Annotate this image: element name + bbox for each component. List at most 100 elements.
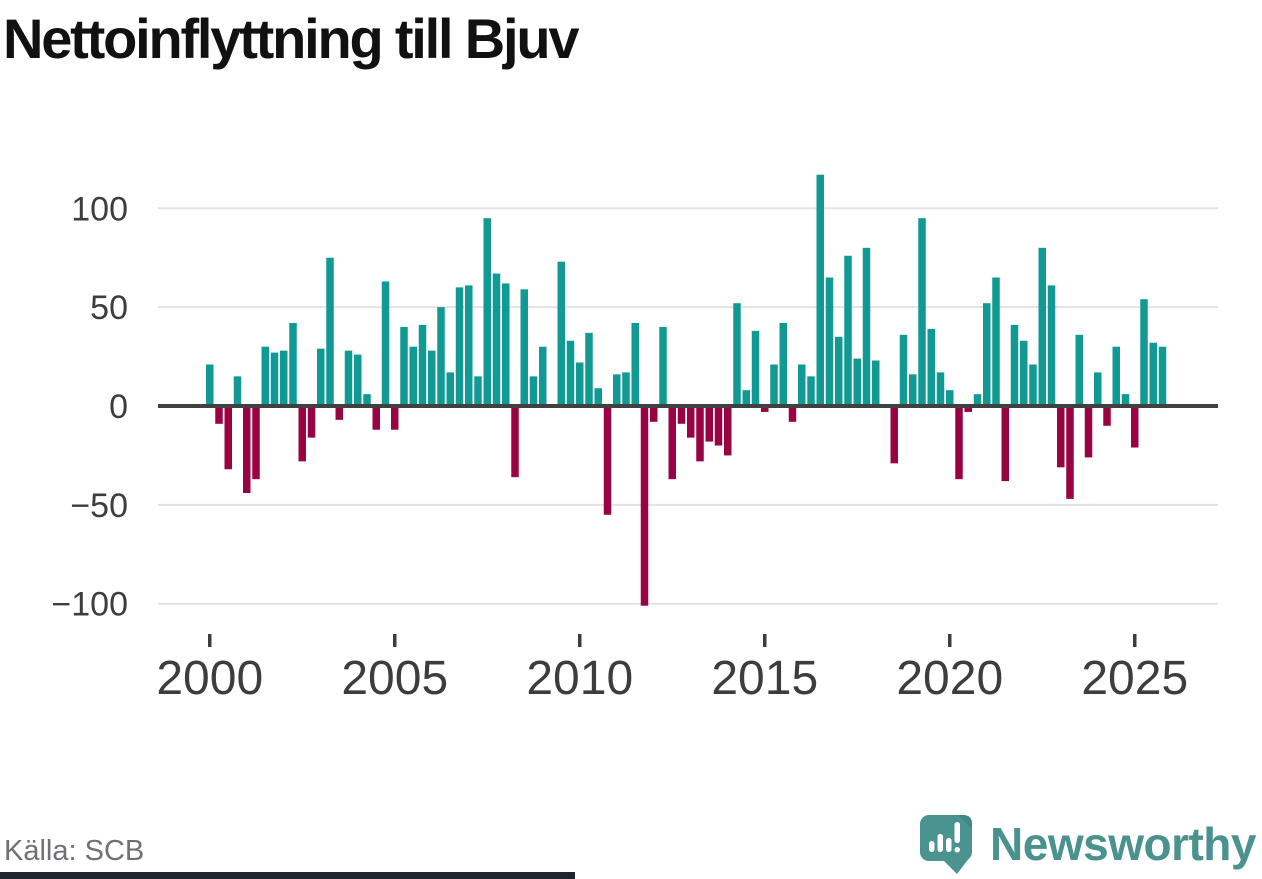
bar xyxy=(437,307,445,406)
bar xyxy=(492,273,501,406)
x-tick-label: 2015 xyxy=(711,652,818,705)
bar xyxy=(1057,406,1065,468)
bar xyxy=(252,406,260,480)
bar xyxy=(511,406,519,478)
bar xyxy=(298,406,306,462)
bar xyxy=(317,348,325,406)
bar xyxy=(835,336,843,406)
bar xyxy=(409,346,417,406)
bar xyxy=(973,394,982,406)
bar xyxy=(1158,346,1167,406)
bar xyxy=(696,406,704,462)
bar xyxy=(446,372,454,406)
bar xyxy=(918,218,926,406)
bar xyxy=(1131,406,1139,448)
bar xyxy=(270,352,279,406)
bar xyxy=(640,406,649,606)
bar xyxy=(520,289,528,406)
bar xyxy=(474,376,482,406)
bar xyxy=(853,358,861,406)
bar xyxy=(798,364,806,406)
bar xyxy=(816,174,824,406)
bar xyxy=(381,281,390,406)
bar xyxy=(1075,334,1083,406)
bar xyxy=(1020,340,1028,406)
bar xyxy=(1038,247,1046,406)
bar xyxy=(576,362,584,406)
bar xyxy=(1084,406,1093,458)
bar xyxy=(936,372,945,406)
bar xyxy=(566,340,575,406)
bar xyxy=(909,374,917,406)
bar xyxy=(354,354,362,406)
bar xyxy=(742,390,750,406)
bar xyxy=(1103,406,1111,426)
bar xyxy=(714,406,723,446)
bar xyxy=(539,346,547,406)
bar xyxy=(363,394,371,406)
bar xyxy=(872,360,880,406)
bar xyxy=(428,350,436,406)
bar xyxy=(650,406,658,422)
chart-title: Nettoinflyttning till Bjuv xyxy=(3,7,579,70)
newsworthy-logo-icon xyxy=(920,815,973,874)
bar xyxy=(1149,342,1157,406)
bar xyxy=(603,406,612,515)
bottom-accent-bar xyxy=(0,872,575,879)
bar xyxy=(687,406,695,438)
bar xyxy=(529,376,538,406)
bar xyxy=(899,334,908,406)
bar xyxy=(677,406,686,424)
bar xyxy=(1112,346,1120,406)
bar xyxy=(1001,406,1009,482)
bar xyxy=(955,406,963,480)
bar xyxy=(788,406,797,422)
bar xyxy=(983,303,991,406)
bar xyxy=(992,277,1000,406)
bar xyxy=(770,364,778,406)
x-tick-label: 2025 xyxy=(1081,652,1188,705)
bar xyxy=(280,350,288,406)
bar xyxy=(233,376,242,406)
bar xyxy=(557,261,565,406)
x-tick-label: 2010 xyxy=(526,652,633,705)
zero-line xyxy=(158,404,1218,408)
bar xyxy=(1094,372,1102,406)
bar xyxy=(372,406,380,430)
bar xyxy=(631,322,639,406)
bar xyxy=(751,330,760,406)
bar xyxy=(668,406,676,480)
bar xyxy=(243,406,251,493)
bar xyxy=(862,247,871,406)
bar xyxy=(1066,406,1074,499)
bar xyxy=(1010,324,1019,406)
bar xyxy=(594,388,602,406)
bar xyxy=(1029,364,1037,406)
bar xyxy=(502,283,510,406)
y-tick-label: 100 xyxy=(71,190,128,228)
bar xyxy=(946,390,954,406)
bar xyxy=(761,406,769,412)
brand-name: Newsworthy xyxy=(990,818,1256,870)
bar xyxy=(1121,394,1130,406)
bar xyxy=(418,324,427,406)
bar xyxy=(825,277,834,406)
bar xyxy=(779,322,787,406)
y-tick-label: −50 xyxy=(70,487,128,525)
bar xyxy=(585,332,593,406)
bar xyxy=(261,346,269,406)
bar xyxy=(215,406,223,424)
x-tick-label: 2020 xyxy=(896,652,1003,705)
bar xyxy=(807,376,815,406)
bar xyxy=(1047,285,1056,406)
brand-footer: Newsworthy xyxy=(918,814,1256,874)
y-tick-label: −100 xyxy=(51,586,128,624)
x-tick-label: 2005 xyxy=(341,652,448,705)
bar xyxy=(705,406,713,442)
bar xyxy=(483,218,491,406)
source-label: Källa: SCB xyxy=(4,835,145,867)
y-tick-label: 0 xyxy=(109,388,128,426)
bar xyxy=(844,255,852,406)
bar xyxy=(622,372,630,406)
